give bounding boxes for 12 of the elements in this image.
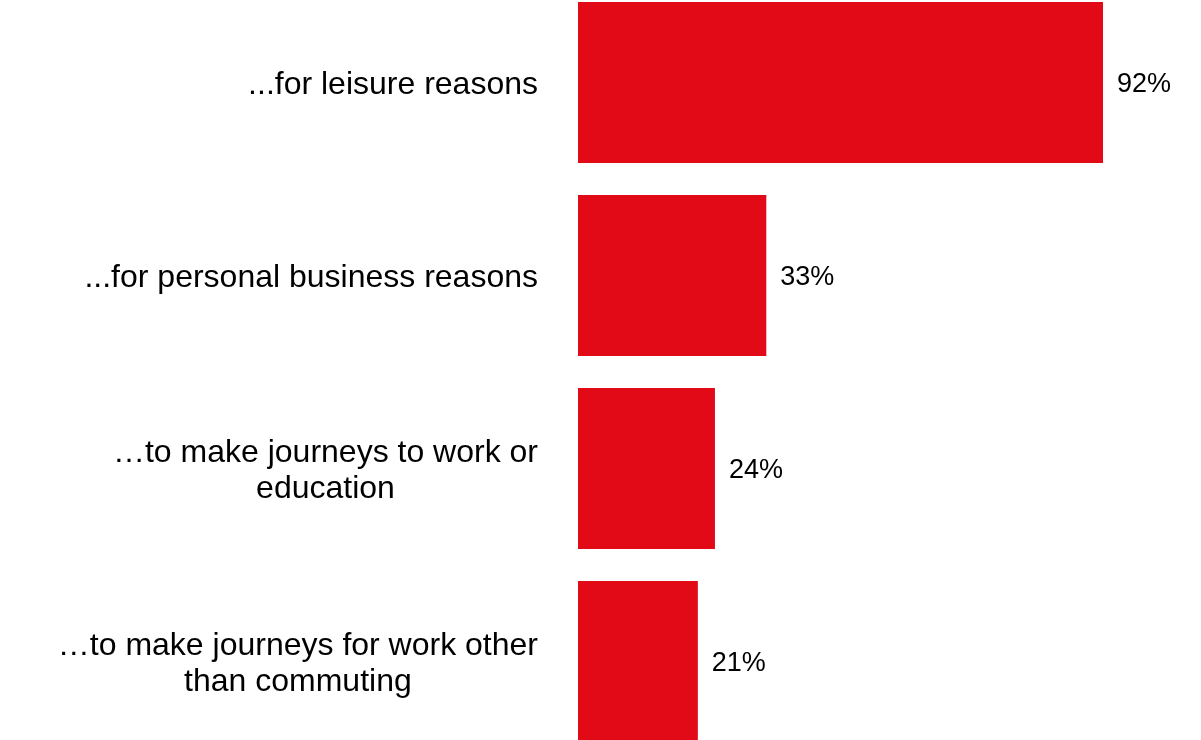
- y-tick-label: …to make journeys to work or education: [112, 432, 539, 505]
- data-label: 92%: [1117, 68, 1172, 99]
- y-tick-label: ...for personal business reasons: [84, 257, 538, 294]
- bar: [578, 2, 1103, 163]
- data-label: 33%: [780, 261, 835, 292]
- bar: [578, 195, 767, 356]
- y-tick-label: …to make journeys for work other than commuting: [57, 625, 539, 698]
- bar: [578, 388, 715, 549]
- bar: [578, 581, 698, 740]
- data-label: 24%: [728, 454, 783, 485]
- y-tick-label: ...for leisure reasons: [248, 64, 538, 101]
- data-label: 21%: [711, 647, 766, 678]
